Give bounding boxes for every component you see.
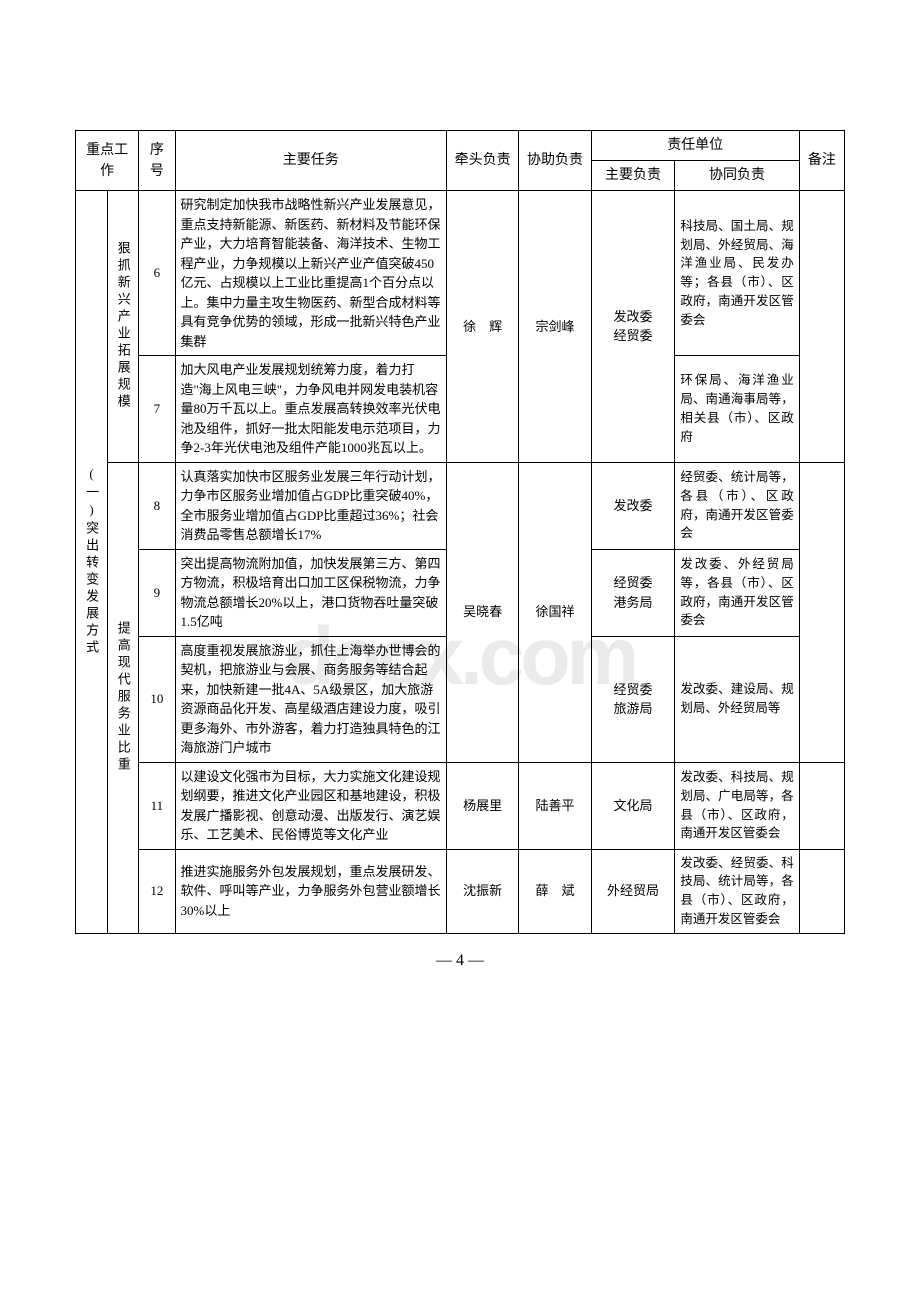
remark-6-7 xyxy=(799,191,844,463)
seq-11: 11 xyxy=(139,762,175,849)
lead-12: 沈振新 xyxy=(446,849,518,933)
lead-8-10: 吴晓春 xyxy=(446,462,518,762)
seq-10: 10 xyxy=(139,636,175,762)
header-task: 主要任务 xyxy=(175,131,446,191)
task-12: 推进实施服务外包发展规划，重点发展研发、软件、呼叫等产业，力争服务外包营业额增长… xyxy=(175,849,446,933)
assist-11: 陆善平 xyxy=(519,762,591,849)
coop-resp-7: 环保局、海洋渔业局、南通海事局等，相关县（市）、区政府 xyxy=(675,356,799,463)
category-sub-b: 提高现代服务业比重 xyxy=(107,462,139,933)
task-7: 加大风电产业发展规划统筹力度，着力打造"海上风电三峡"，力争风电并网发电装机容量… xyxy=(175,356,446,463)
category-sub-a: 狠抓新兴产业拓展规模 xyxy=(107,191,139,463)
header-main-resp: 主要负责 xyxy=(591,161,675,191)
coop-resp-11: 发改委、科技局、规划局、广电局等，各县（市）、区政府，南通开发区管委会 xyxy=(675,762,799,849)
main-table: 重点工作 序号 主要任务 牵头负责 协助负责 责任单位 备注 主要负责 协同负责… xyxy=(75,130,845,934)
remark-8-10 xyxy=(799,462,844,762)
remark-12 xyxy=(799,849,844,933)
header-coop-resp: 协同负责 xyxy=(675,161,799,191)
coop-resp-8: 经贸委、统计局等，各县（市）、区政府，南通开发区管委会 xyxy=(675,462,799,549)
main-resp-10: 经贸委 旅游局 xyxy=(591,636,675,762)
assist-8-10: 徐国祥 xyxy=(519,462,591,762)
seq-6: 6 xyxy=(139,191,175,356)
coop-resp-6: 科技局、国土局、规划局、外经贸局、海洋渔业局、民发办等；各县（市）、区政府，南通… xyxy=(675,191,799,356)
task-10: 高度重视发展旅游业，抓住上海举办世博会的契机，把旅游业与会展、商务服务等结合起来… xyxy=(175,636,446,762)
remark-11 xyxy=(799,762,844,849)
header-seq: 序号 xyxy=(139,131,175,191)
main-resp-6-7: 发改委 经贸委 xyxy=(591,191,675,463)
lead-11: 杨展里 xyxy=(446,762,518,849)
main-resp-12: 外经贸局 xyxy=(591,849,675,933)
seq-7: 7 xyxy=(139,356,175,463)
header-key-work: 重点工作 xyxy=(76,131,139,191)
header-resp-unit: 责任单位 xyxy=(591,131,799,161)
task-11: 以建设文化强市为目标，大力实施文化建设规划纲要，推进文化产业园区和基地建设，积极… xyxy=(175,762,446,849)
task-9: 突出提高物流附加值，加快发展第三方、第四方物流，积极培育出口加工区保税物流，力争… xyxy=(175,549,446,636)
lead-6-7: 徐 辉 xyxy=(446,191,518,463)
seq-12: 12 xyxy=(139,849,175,933)
seq-9: 9 xyxy=(139,549,175,636)
header-assist: 协助负责 xyxy=(519,131,591,191)
assist-12: 薛 斌 xyxy=(519,849,591,933)
header-lead: 牵头负责 xyxy=(446,131,518,191)
coop-resp-9: 发改委、外经贸局等，各县（市）、区政府，南通开发区管委会 xyxy=(675,549,799,636)
category-main: (一)突出转变发展方式 xyxy=(76,191,108,934)
header-remark: 备注 xyxy=(799,131,844,191)
main-resp-11: 文化局 xyxy=(591,762,675,849)
main-resp-9: 经贸委 港务局 xyxy=(591,549,675,636)
task-8: 认真落实加快市区服务业发展三年行动计划，力争市区服务业增加值占GDP比重突破40… xyxy=(175,462,446,549)
coop-resp-10: 发改委、建设局、规划局、外经贸局等 xyxy=(675,636,799,762)
page-number: — 4 — xyxy=(75,952,845,970)
seq-8: 8 xyxy=(139,462,175,549)
coop-resp-12: 发改委、经贸委、科技局、统计局等，各县（市）、区政府，南通开发区管委会 xyxy=(675,849,799,933)
task-6: 研究制定加快我市战略性新兴产业发展意见，重点支持新能源、新医药、新材料及节能环保… xyxy=(175,191,446,356)
assist-6-7: 宗剑峰 xyxy=(519,191,591,463)
main-resp-8: 发改委 xyxy=(591,462,675,549)
